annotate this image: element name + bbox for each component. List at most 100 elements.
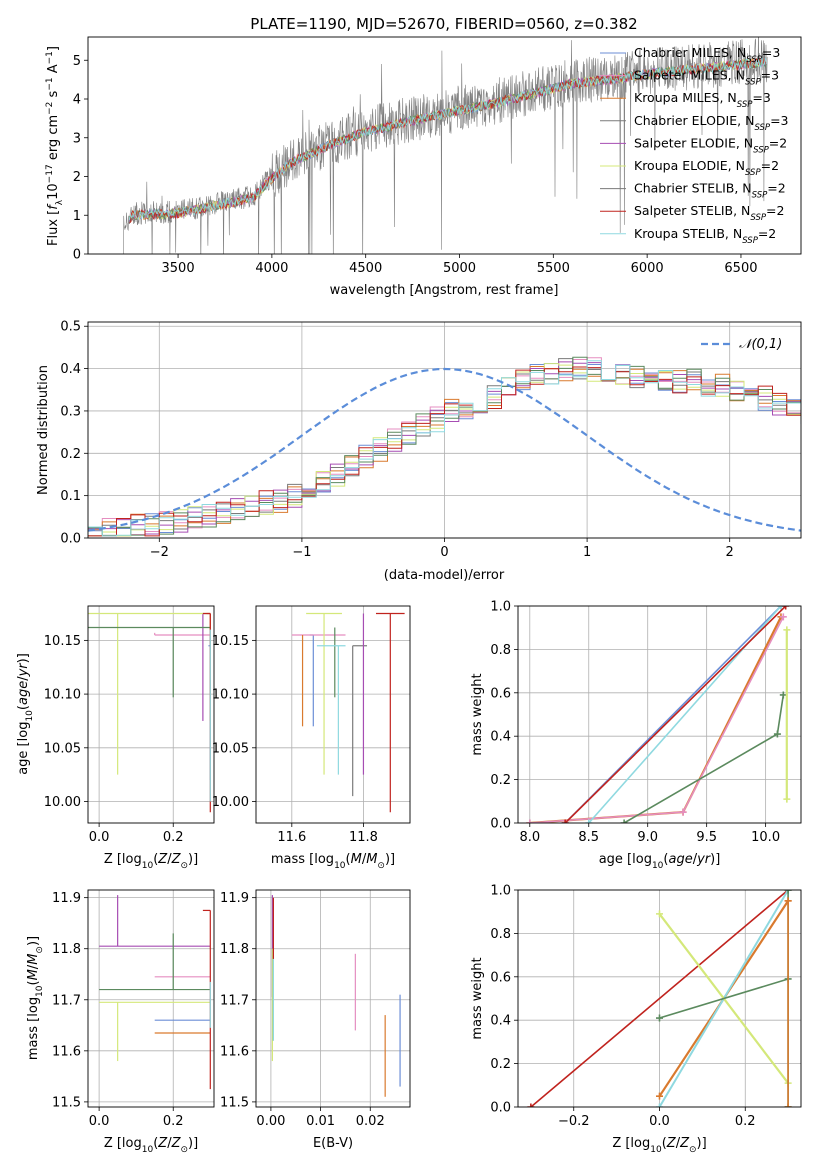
weight-marker	[784, 1103, 792, 1107]
y-tick-label: 10.05	[212, 741, 249, 756]
y-tick-label: 10.00	[212, 795, 249, 810]
panel-mass_vs_z: 0.0 0.2 11.5 11.6 11.7 11.8 11.9 Z [log10(Z/Z⊙)…	[26, 889, 215, 1155]
weight-marker	[784, 890, 792, 894]
normal-curve	[88, 367, 801, 532]
y-tick-label: 0.0	[490, 817, 511, 832]
y-tick-label: 11.8	[220, 942, 249, 957]
y-tick-label: 0.8	[490, 927, 511, 942]
y-tick-label: 0	[73, 248, 81, 263]
x-axis-label: (data-model)/error	[384, 568, 505, 583]
x-tick-label: 0.0	[649, 1114, 670, 1129]
x-tick-label: 0.2	[163, 1114, 184, 1129]
x-tick-label: 2	[726, 545, 734, 560]
y-tick-label: 0.6	[490, 970, 511, 985]
panel-spectrum: 3500 4000 4500 5000 5500 6000 6500 0 1 2 3 4 5 Chabri…	[45, 36, 802, 298]
y-tick-label: 4	[73, 93, 81, 108]
weight-line-salpeter-stelib	[530, 890, 789, 1107]
x-axis-label: wavelength [Angstrom, rest frame]	[330, 283, 559, 298]
y-tick-label: 0.4	[60, 362, 81, 377]
weight-marker	[779, 613, 787, 621]
y-tick-label: 0.4	[490, 1014, 511, 1029]
y-axis-label: mass [log10(M/M⊙)]	[26, 936, 45, 1060]
legend-entry: Chabrier MILES, NSSP=3	[634, 45, 780, 65]
weight-marker	[777, 606, 785, 610]
spectrum-title: PLATE=1190, MJD=52670, FIBERID=0560, z=0…	[250, 15, 637, 33]
y-tick-label: 0.0	[60, 532, 81, 547]
legend-entry: Salpeter ELODIE, NSSP=2	[634, 135, 787, 155]
x-tick-label: 6000	[631, 261, 664, 276]
x-tick-label: 0.00	[256, 1114, 285, 1129]
y-tick-label: 11.7	[52, 993, 81, 1008]
weight-marker	[783, 626, 791, 634]
weight-line-chabrier-stelib	[659, 978, 789, 1019]
weight-marker	[656, 1092, 663, 1100]
y-tick-label: 2	[73, 170, 81, 185]
y-tick-label: 11.9	[52, 891, 81, 906]
plot-area	[123, 37, 768, 254]
x-axis-label: age [log10(age/yr)]	[599, 852, 721, 871]
legend-entry: Kroupa STELIB, NSSP=2	[634, 226, 776, 246]
y-tick-label: 10.10	[44, 688, 81, 703]
y-tick-label: 11.8	[52, 942, 81, 957]
x-tick-label: 0.2	[163, 830, 184, 845]
axes-frame	[87, 605, 215, 824]
y-tick-label: 11.6	[52, 1044, 81, 1059]
y-tick-label: 10.00	[44, 795, 81, 810]
panel-weight_vs_z: −0.2 0.0 0.2 0.0 0.2 0.4 0.6 0.8 1.0 Z [log10(Z/Z…	[470, 884, 802, 1155]
legend-entry: Salpeter STELIB, NSSP=2	[634, 203, 784, 223]
hist-step-salpeter-stelib	[88, 366, 801, 537]
spectrum-legend: Chabrier MILES, NSSP=3 Salpeter MILES, NS…	[600, 45, 789, 246]
model-line-kroupa-stelib	[128, 57, 767, 221]
axes-frame	[517, 605, 802, 824]
weight-marker	[773, 730, 781, 738]
plot-area	[99, 895, 211, 1090]
x-tick-label: −2	[150, 545, 169, 560]
x-tick-label: 8.0	[519, 830, 540, 845]
axes-frame	[87, 36, 802, 255]
weight-marker	[656, 1014, 663, 1022]
weight-marker	[656, 910, 663, 918]
y-tick-label: 3	[73, 131, 81, 146]
y-tick-label: 11.5	[52, 1095, 81, 1110]
panel-weight_vs_age: 8.0 8.5 9.0 9.5 10.0 0.0 0.2 0.4 0.6 0.8 1.0 age [l…	[470, 600, 802, 871]
weight-marker	[782, 606, 790, 610]
y-tick-label: 10.10	[212, 688, 249, 703]
x-axis-label: Z [log10(Z/Z⊙)]	[612, 1136, 706, 1155]
plot-area	[291, 612, 405, 813]
y-tick-label: 11.9	[220, 891, 249, 906]
weight-marker	[779, 691, 787, 699]
y-tick-label: 11.5	[220, 1095, 249, 1110]
y-tick-label: 10.15	[212, 634, 249, 649]
x-tick-label: 0.2	[735, 1114, 756, 1129]
x-axis-label: E(B-V)	[313, 1136, 353, 1151]
plot-area	[271, 895, 401, 1097]
x-tick-label: 0	[440, 545, 448, 560]
y-axis-label: mass weight	[470, 957, 485, 1039]
x-tick-label: 0.0	[89, 1114, 110, 1129]
plot-area	[88, 612, 211, 813]
weight-marker	[656, 1103, 663, 1107]
y-tick-label: 5	[73, 54, 81, 69]
panel-mass_vs_ebv: 0.00 0.01 0.02 11.5 11.6 11.7 11.8 11.9 E(B-V)	[220, 889, 411, 1151]
x-tick-label: 9.0	[637, 830, 658, 845]
y-tick-label: 11.6	[220, 1044, 249, 1059]
panel-age_vs_z: 0.0 0.2 10.00 10.05 10.10 10.15 Z [log10(Z/Z⊙)…	[16, 605, 215, 871]
x-tick-label: −0.2	[558, 1114, 590, 1129]
y-tick-label: 0.3	[60, 404, 81, 419]
x-tick-label: 9.5	[696, 830, 717, 845]
y-tick-label: 1.0	[490, 600, 511, 615]
weight-marker	[783, 795, 791, 803]
weight-line-salpeter-stelib	[564, 606, 787, 823]
y-tick-label: 0.1	[60, 489, 81, 504]
weight-marker	[527, 1103, 535, 1107]
x-axis-label: mass [log10(M/M⊙)]	[271, 852, 395, 871]
axes-frame	[87, 889, 215, 1108]
axes-frame	[255, 605, 411, 824]
y-tick-label: 1	[73, 209, 81, 224]
legend-entry: 𝒩(0,1)	[739, 337, 782, 352]
y-tick-label: 0.8	[490, 643, 511, 658]
y-tick-label: 0.5	[60, 320, 81, 335]
x-tick-label: 4000	[255, 261, 288, 276]
plot-area	[527, 890, 792, 1107]
y-tick-label: 0.6	[490, 686, 511, 701]
